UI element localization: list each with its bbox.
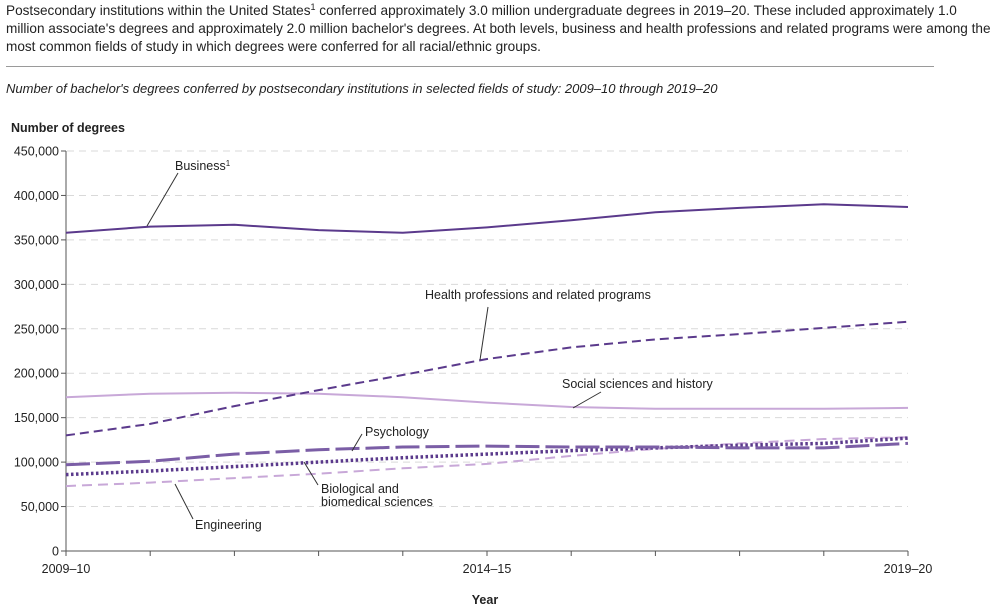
leader-line bbox=[572, 391, 602, 409]
series-line-business bbox=[65, 203, 909, 234]
y-tick-label: 300,000 bbox=[14, 278, 59, 292]
y-tick-label: 100,000 bbox=[14, 456, 59, 470]
annotation-engineering: Engineering bbox=[195, 518, 262, 532]
y-tick-label: 200,000 bbox=[14, 367, 59, 381]
annotation-biological-line2: biomedical sciences bbox=[321, 495, 433, 509]
y-tick-label: 400,000 bbox=[14, 189, 59, 203]
intro-paragraph: Postsecondary institutions within the Un… bbox=[6, 2, 991, 56]
intro-text-1: Postsecondary institutions within the Un… bbox=[6, 3, 311, 18]
series-line-biological-and-biomedical-sciences bbox=[65, 436, 909, 477]
y-tick-label: 150,000 bbox=[14, 411, 59, 425]
chart-title: Number of bachelor's degrees conferred b… bbox=[6, 81, 718, 96]
y-tick-label: 350,000 bbox=[14, 233, 59, 247]
leader-line bbox=[174, 483, 194, 520]
series-line-psychology bbox=[65, 441, 909, 467]
leader-line bbox=[146, 172, 179, 227]
annotation-health-professions: Health professions and related programs bbox=[425, 288, 651, 302]
x-axis-ticks: 2009–10 2014–15 2019–20 bbox=[42, 551, 933, 576]
series-line-health-professions-and-related-programs bbox=[65, 320, 909, 437]
y-tick-label: 250,000 bbox=[14, 322, 59, 336]
y-axis-label: Number of degrees bbox=[11, 121, 125, 135]
y-axis-ticks: 0 50,000 100,000 150,000 200,000 250,000 300,0… bbox=[14, 145, 66, 559]
x-axis-label: Year bbox=[472, 593, 499, 607]
annotation-psychology: Psychology bbox=[365, 425, 430, 439]
series-line-engineering bbox=[65, 436, 909, 488]
leader-line bbox=[303, 461, 319, 486]
leader-line bbox=[479, 306, 489, 361]
intro-text-2: conferred approximately 3.0 million unde… bbox=[6, 3, 991, 54]
annotation-business: Business1 bbox=[175, 159, 231, 174]
x-tick-label: 2009–10 bbox=[42, 562, 91, 576]
gridlines bbox=[67, 150, 908, 508]
series-lines bbox=[65, 203, 909, 488]
annotation-biological-line1: Biological and bbox=[321, 482, 399, 496]
y-tick-label: 50,000 bbox=[21, 500, 59, 514]
leader-line bbox=[351, 433, 363, 452]
x-tick-label: 2019–20 bbox=[884, 562, 933, 576]
intro-footnote[interactable]: 1 bbox=[310, 2, 316, 12]
axes bbox=[65, 151, 908, 552]
series-line-social-sciences-and-history bbox=[65, 391, 909, 410]
y-tick-label: 0 bbox=[52, 545, 59, 559]
series-annotations: Business1 Health professions and related … bbox=[146, 159, 714, 532]
annotation-social-sciences: Social sciences and history bbox=[562, 377, 714, 391]
section-divider bbox=[6, 66, 934, 67]
y-tick-label: 450,000 bbox=[14, 145, 59, 159]
x-tick-label: 2014–15 bbox=[463, 562, 512, 576]
